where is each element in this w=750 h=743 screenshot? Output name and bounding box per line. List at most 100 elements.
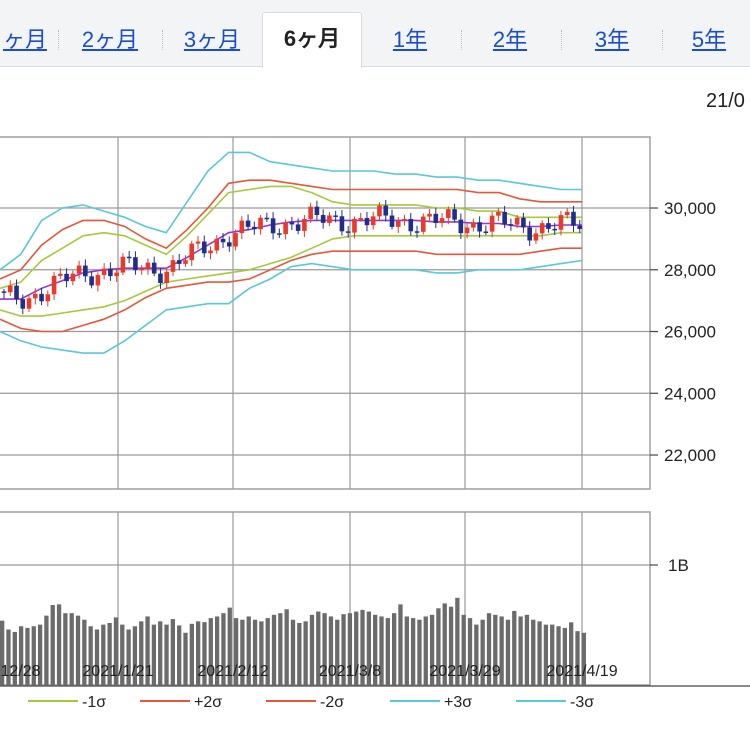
tab-separator (461, 30, 462, 50)
candle-body (508, 224, 514, 226)
band-line (0, 247, 582, 333)
bollinger-bands (0, 151, 583, 354)
candle-body (176, 260, 182, 264)
tab-6-months[interactable]: 6ヶ月 (262, 12, 362, 68)
volume-bar (227, 607, 232, 685)
candle-body (552, 228, 558, 231)
volume-bar (63, 613, 68, 685)
volume-bar (543, 624, 549, 685)
candle-body (370, 216, 376, 226)
tab-1-year[interactable]: 1年 (392, 27, 428, 52)
candle-body (496, 211, 501, 216)
volume-bar (69, 613, 74, 685)
candle-body (120, 256, 126, 273)
candle-body (39, 293, 44, 302)
volume-bar (581, 632, 586, 685)
volume-bar (569, 622, 574, 685)
candle-body (489, 215, 495, 232)
date-axis-labels: /12/28 2021/1/21 2021/2/12 2021/3/8 2021/3/2… (0, 663, 618, 680)
candle-body (458, 219, 464, 234)
volume-bar (233, 618, 239, 685)
volume-bar (499, 616, 504, 685)
tab-3-months[interactable]: 3ヶ月 (183, 27, 241, 52)
candle-body (101, 268, 107, 276)
candle-body (364, 218, 370, 226)
candle-body (283, 222, 288, 235)
legend: -1σ +2σ -2σ +3σ -3σ (0, 685, 750, 711)
tab-5-years[interactable]: 5年 (691, 27, 727, 52)
volume-bar (354, 611, 359, 685)
volume-bar (537, 621, 542, 685)
candle-body (439, 218, 445, 223)
candle-body (239, 220, 245, 234)
volume-bar (202, 622, 207, 685)
volume-bar (265, 618, 270, 685)
candle-body (514, 217, 520, 225)
candle-body (345, 231, 351, 233)
volume-bar (6, 629, 11, 685)
candle-body (133, 257, 138, 271)
candle-body (45, 294, 51, 302)
tab-2-years[interactable]: 2年 (492, 27, 528, 52)
candle-body (446, 209, 451, 219)
candle-body (214, 238, 220, 251)
volume-bar (404, 616, 409, 685)
candle-body (64, 273, 69, 282)
x-tick-label: 2021/4/19 (546, 663, 617, 680)
candle-body (395, 220, 401, 227)
x-tick-label: 2021/3/8 (319, 663, 381, 680)
tab-1-month[interactable]: ヶ月 (2, 27, 47, 52)
volume-bar (556, 626, 561, 685)
volume-bar (240, 619, 245, 685)
volume-bar (56, 604, 62, 685)
volume-bar (12, 631, 17, 685)
volume-bar (423, 616, 428, 685)
candle-body (158, 273, 163, 284)
volume-bar (322, 613, 327, 685)
volume-bar (88, 626, 93, 685)
candle-body (7, 285, 13, 293)
volume-bar (183, 632, 188, 685)
volume-bar (284, 609, 289, 685)
price-grid (0, 136, 651, 490)
volume-bar (392, 613, 397, 685)
candle-body (58, 273, 63, 276)
y-tick-label: 30,000 (664, 199, 716, 218)
volume-bar (189, 623, 194, 685)
volume-bar (550, 624, 555, 685)
band-line (0, 259, 583, 354)
candles (1, 199, 583, 315)
candle-body (358, 218, 364, 220)
volume-bar (290, 619, 296, 685)
volume-bar (0, 620, 5, 685)
volume-bar (44, 615, 49, 685)
candle-body (270, 218, 276, 234)
band-line (0, 231, 582, 317)
volume-bar (366, 611, 372, 685)
volume-bars (0, 597, 586, 685)
volume-bar (101, 624, 106, 685)
tab-2-months[interactable]: 2ヶ月 (81, 27, 139, 52)
volume-bar (297, 622, 302, 685)
candle-body (264, 217, 270, 220)
candle-body (452, 209, 457, 220)
volume-bar (37, 624, 43, 685)
candle-body (20, 299, 26, 309)
volume-bar (398, 604, 403, 685)
volume-bar (94, 629, 100, 685)
volume-bar (82, 619, 87, 685)
volume-bar (417, 619, 422, 685)
tab-3-years[interactable]: 3年 (594, 27, 630, 52)
legend-label: -1σ (82, 694, 106, 711)
volume-bar (271, 614, 277, 685)
candle-body (352, 218, 357, 233)
volume-bar (474, 624, 479, 685)
candle-body (51, 275, 57, 295)
candle-body (577, 225, 583, 229)
volume-bar (385, 618, 390, 685)
volume-bar (132, 626, 138, 685)
candle-body (164, 271, 170, 284)
volume-bar (221, 613, 226, 685)
legend-label: +3σ (444, 694, 472, 711)
x-tick-label: 2021/2/12 (197, 663, 268, 680)
